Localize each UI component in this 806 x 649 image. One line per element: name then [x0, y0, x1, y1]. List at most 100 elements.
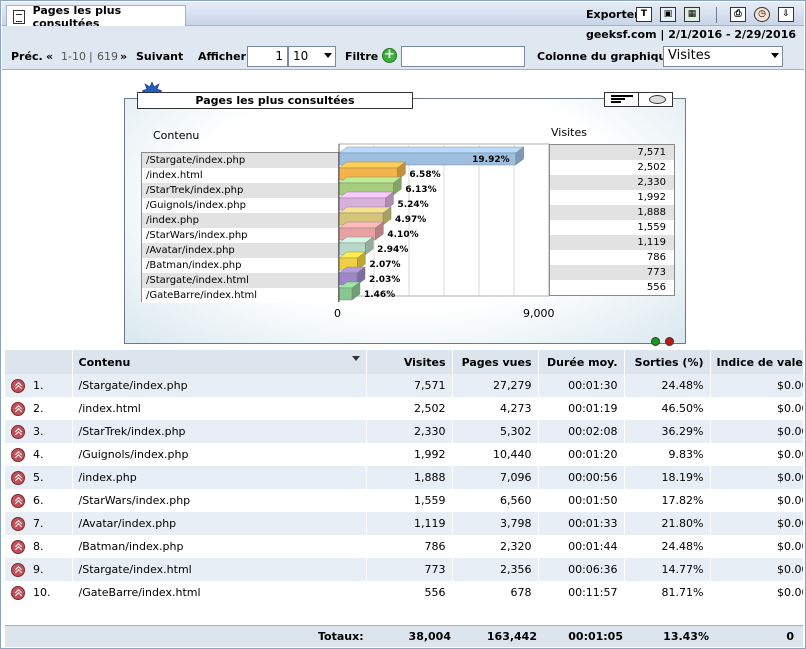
total-pages: 619 — [97, 50, 118, 63]
col-header-visits[interactable]: Visites — [366, 350, 453, 374]
bookmark-icon[interactable]: ⇩ — [778, 7, 794, 22]
chevron-down-icon — [771, 53, 779, 58]
row-value-index: $0.00 — [777, 563, 803, 576]
row-exits: 24.48% — [661, 540, 704, 553]
col-header-content[interactable]: Contenu — [72, 350, 367, 374]
row-page[interactable]: /Stargate/index.html — [78, 563, 192, 576]
chart-value-label: 1,119 — [550, 235, 674, 250]
prev-chevron-icon[interactable]: « — [46, 50, 54, 63]
sort-desc-icon[interactable] — [351, 355, 360, 361]
bar-chart-icon[interactable] — [605, 93, 639, 106]
schedule-icon[interactable]: ◷ — [754, 7, 770, 22]
page-number-input[interactable]: 1 — [247, 46, 288, 67]
row-page[interactable]: /GateBarre/index.html — [78, 586, 201, 599]
filter-input[interactable] — [401, 46, 525, 67]
range-separator: | — [89, 50, 93, 63]
chart-value-label: 1,888 — [550, 205, 674, 220]
title-bar: Pages les plus consultées Exporter T ▣ ▦… — [2, 2, 804, 30]
row-page[interactable]: /StarTrek/index.php — [78, 425, 186, 438]
image-export-icon[interactable]: ▣ — [660, 7, 676, 22]
drilldown-icon[interactable] — [11, 516, 25, 531]
row-page[interactable]: /Guignols/index.php — [78, 448, 189, 461]
row-avg-duration: 00:01:50 — [568, 494, 618, 507]
row-rank: 3. — [33, 424, 44, 438]
range-label: 1-10 — [61, 50, 86, 63]
drilldown-icon[interactable] — [11, 493, 25, 508]
table-row[interactable]: 4. /Guignols/index.php 1,992 10,440 00:01:20… — [5, 443, 803, 466]
site-date-range: geeksf.com | 2/1/2016 - 2/29/2016 — [585, 28, 796, 41]
col-header-exits[interactable]: Sorties (%) — [624, 350, 711, 374]
prev-label: Préc. — [11, 50, 43, 63]
table-row[interactable]: 9. /Stargate/index.html 773 2,356 00:06:36 14… — [5, 558, 803, 581]
row-exits: 9.83% — [668, 448, 704, 461]
row-page[interactable]: /Avatar/index.php — [78, 517, 177, 530]
col-header-rank — [5, 350, 73, 374]
drilldown-icon[interactable] — [11, 470, 25, 485]
row-page[interactable]: /StarWars/index.php — [78, 494, 191, 507]
chart-category-label: /Batman/index.php — [142, 258, 338, 273]
drilldown-icon[interactable] — [11, 424, 25, 439]
table-row[interactable]: 10. /GateBarre/index.html 556 678 00:11:57 81… — [5, 581, 803, 604]
pie-chart-icon[interactable] — [649, 95, 666, 104]
table-row[interactable]: 1. /Stargate/index.php 7,571 27,279 00:01:30… — [5, 374, 803, 397]
row-exits: 18.19% — [661, 471, 704, 484]
col-header-pageviews[interactable]: Pages vues — [452, 350, 539, 374]
table-row[interactable]: 6. /StarWars/index.php 1,559 6,560 00:01:50 1… — [5, 489, 803, 512]
row-rank: 7. — [33, 516, 44, 530]
row-pageviews: 6,560 — [500, 494, 532, 507]
chart-category-label: /index.php — [142, 213, 338, 228]
drilldown-icon[interactable] — [11, 401, 25, 416]
col-header-value-index[interactable]: Indice de valeur — [710, 350, 803, 374]
table-row[interactable]: 2. /index.html 2,502 4,273 00:01:19 46.50% $0.… — [5, 397, 803, 420]
excel-export-icon[interactable]: ▦ — [684, 7, 700, 22]
table-row[interactable]: 5. /index.php 1,888 7,096 00:00:56 18.19% $0.0… — [5, 466, 803, 489]
row-page[interactable]: /index.html — [78, 402, 141, 415]
row-rank: 8. — [33, 539, 44, 553]
table-row[interactable]: 3. /StarTrek/index.php 2,330 5,302 00:02:08 3… — [5, 420, 803, 443]
add-filter-icon[interactable]: + — [382, 48, 397, 63]
row-rank: 1. — [33, 378, 44, 392]
col-header-avg-duration[interactable]: Durée moy. — [538, 350, 625, 374]
row-visits: 2,330 — [414, 425, 446, 438]
chart-right-header: Visites — [551, 126, 587, 139]
next-button[interactable]: Suivant — [136, 50, 184, 63]
drilldown-icon[interactable] — [11, 539, 25, 554]
row-page[interactable]: /Stargate/index.php — [78, 379, 188, 392]
row-page[interactable]: /index.php — [78, 471, 137, 484]
document-icon — [13, 9, 25, 24]
text-export-icon[interactable]: T — [636, 7, 652, 22]
row-value-index: $0.00 — [777, 471, 803, 484]
row-pageviews: 2,356 — [500, 563, 532, 576]
chevron-down-icon — [324, 53, 332, 58]
row-exits: 14.77% — [661, 563, 704, 576]
drilldown-icon[interactable] — [11, 378, 25, 393]
totals-value: 0 — [786, 630, 794, 643]
row-avg-duration: 00:00:56 — [568, 471, 618, 484]
row-exits: 21.80% — [661, 517, 704, 530]
row-page[interactable]: /Batman/index.php — [78, 540, 184, 553]
rows-per-page-select[interactable]: 10 — [288, 46, 336, 67]
drilldown-icon[interactable] — [11, 585, 25, 600]
table-row[interactable]: 8. /Batman/index.php 786 2,320 00:01:44 24.48… — [5, 535, 803, 558]
chart-column-select[interactable]: Visites — [663, 46, 783, 67]
drilldown-icon[interactable] — [11, 562, 25, 577]
report-tab[interactable]: Pages les plus consultées — [6, 4, 186, 30]
row-exits: 36.29% — [661, 425, 704, 438]
toolbar-divider — [716, 7, 717, 23]
filter-label: Filtre — [345, 50, 379, 63]
row-rank: 6. — [33, 493, 44, 507]
next-chevron-icon[interactable]: » — [120, 50, 128, 63]
print-icon[interactable]: ⎙ — [730, 7, 746, 22]
totals-exits: 13.43% — [663, 630, 709, 643]
chart-value-label: 556 — [550, 280, 674, 295]
row-value-index: $0.00 — [777, 586, 803, 599]
row-rank: 4. — [33, 447, 44, 461]
row-pageviews: 3,798 — [500, 517, 532, 530]
drilldown-icon[interactable] — [11, 447, 25, 462]
row-avg-duration: 00:01:19 — [568, 402, 618, 415]
row-avg-duration: 00:01:33 — [568, 517, 618, 530]
chart-category-label: /Guignols/index.php — [142, 198, 338, 213]
chart-value-label: 2,330 — [550, 175, 674, 190]
chart-column-label: Colonne du graphique — [537, 50, 674, 63]
table-row[interactable]: 7. /Avatar/index.php 1,119 3,798 00:01:33 21.… — [5, 512, 803, 535]
